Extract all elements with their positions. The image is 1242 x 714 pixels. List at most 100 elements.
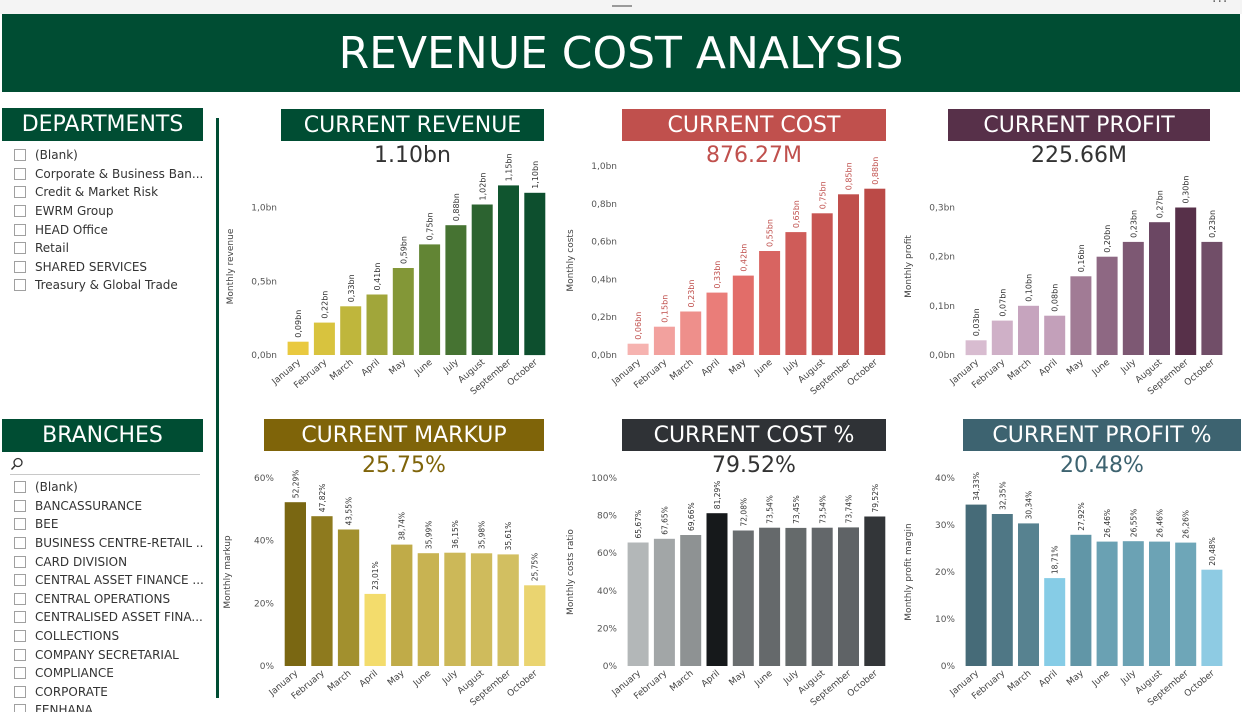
branch-item-label: CENTRAL OPERATIONS [35,591,171,606]
cost-card-title: CURRENT COST [622,109,886,141]
checkbox[interactable] [14,574,26,587]
branch-item[interactable]: CENTRALISED ASSET FINA... [14,608,204,627]
bar [785,527,807,666]
data-label: 32,35% [998,481,1007,510]
departments-slicer-list: (Blank) Corporate & Business Ban... Credit… [14,146,204,295]
y-tick-label: 30% [935,521,955,531]
x-tick-label: June [411,668,434,689]
department-item[interactable]: Credit & Market Risk [14,183,204,202]
data-label: 26,26% [1182,510,1191,539]
x-tick-label: June [752,668,775,689]
checkbox[interactable] [14,537,26,550]
checkbox[interactable] [14,205,26,218]
bar [391,544,413,666]
department-item[interactable]: HEAD Office [14,220,204,239]
checkbox[interactable] [14,242,26,255]
cost-chart[interactable]: Monthly costs 0,0bn 0,2bn 0,4bn 0,6bn 0,8bn 1,… [562,157,900,397]
bar [498,185,519,355]
checkbox[interactable] [14,592,26,605]
branch-item-label: FENHANA [35,703,93,712]
y-tick-label: 100% [591,474,617,484]
branch-item[interactable]: CARD DIVISION [14,552,204,571]
bar [838,194,859,355]
checkbox[interactable] [14,149,26,162]
department-item[interactable]: Retail [14,239,204,258]
data-label: 0,59bn [399,236,408,264]
bar [991,320,1013,355]
markup-kpi: 25.75% [362,453,446,478]
bar [1096,256,1118,355]
checkbox[interactable] [14,481,26,494]
branch-item[interactable]: CENTRAL OPERATIONS [14,590,204,609]
x-tick-label: May [1065,357,1086,377]
data-label: 0,85bn [845,162,854,190]
profit-chart[interactable]: Monthly profit 0,0bn 0,1bn 0,2bn 0,3bn 0,03bn… [903,160,1238,397]
department-item-label: HEAD Office [35,222,108,237]
data-label: 1,15bn [505,153,514,181]
department-item[interactable]: Treasury & Global Trade [14,276,204,295]
checkbox[interactable] [14,667,26,680]
data-label: 26,46% [1103,509,1112,538]
branch-item[interactable]: CORPORATE [14,683,204,702]
x-tick-label: April [1037,669,1059,690]
y-tick-label: 60% [254,474,274,484]
checkbox[interactable] [14,279,26,292]
bar [524,192,546,356]
data-label: 52,29% [291,470,300,499]
checkbox[interactable] [14,186,26,199]
department-item[interactable]: Corporate & Business Ban... [14,165,204,184]
y-tick-label: 0,1bn [929,302,955,312]
checkbox[interactable] [14,685,26,698]
branch-item[interactable]: COLLECTIONS [14,627,204,646]
checkbox[interactable] [14,648,26,661]
data-label: 0,65bn [792,200,801,228]
bar [653,326,675,355]
checkbox[interactable] [14,223,26,236]
data-label: 0,06bn [634,312,643,340]
department-item[interactable]: SHARED SERVICES [14,258,204,277]
x-tick-label: May [728,357,749,377]
y-tick-label: 0,3bn [929,204,955,214]
checkbox[interactable] [14,555,26,568]
x-tick-label: May [1065,668,1086,688]
department-item[interactable]: (Blank) [14,146,204,165]
y-tick-label: 0,0bn [591,351,617,361]
y-tick-label: 0,2bn [591,313,617,323]
data-label: 0,09bn [294,310,303,338]
revenue-chart[interactable]: Monthly revenue0,0bn0,5bn1,0bn0,09bnJanu… [220,153,560,397]
branch-item-label: CENTRALISED ASSET FINA... [35,610,203,625]
branch-item[interactable]: BANCASSURANCE [14,497,204,516]
bar [627,343,649,355]
more-options-icon[interactable]: ··· [1212,0,1229,10]
branch-item[interactable]: (Blank) [14,478,204,497]
checkbox[interactable] [14,167,26,180]
profit-pct-chart[interactable]: Monthly profit margin 0% 10% 20% 30% 40% 34,33… [903,470,1238,710]
branch-item[interactable]: CENTRAL ASSET FINANCE ... [14,571,204,590]
data-label: 0,15bn [660,295,669,323]
data-label: 65,67% [634,510,643,539]
data-label: 79,52% [871,484,880,513]
cost-pct-chart[interactable]: Monthly costs ratio 0% 20% 40% 60% 80% 100% 65,… [562,470,900,710]
branch-item[interactable]: COMPLIANCE [14,664,204,683]
window-top-strip [0,0,1242,14]
branch-item[interactable]: COMPANY SECRETARIAL [14,645,204,664]
bar [445,225,467,355]
checkbox[interactable] [14,611,26,624]
profit-pct-card-title: CURRENT PROFIT % [963,419,1241,451]
checkbox[interactable] [14,704,26,712]
branch-item[interactable]: BEE [14,515,204,534]
checkbox[interactable] [14,518,26,531]
bar [706,513,728,666]
branch-item[interactable]: BUSINESS CENTRE-RETAIL ... [14,534,204,553]
checkbox[interactable] [14,630,26,643]
department-item[interactable]: EWRM Group [14,202,204,221]
y-tick-label: 20% [597,624,617,634]
branches-search-field[interactable] [10,456,200,475]
drag-handle-icon[interactable] [612,5,632,7]
x-tick-label: October [506,668,540,699]
bar [311,516,333,666]
checkbox[interactable] [14,499,26,512]
checkbox[interactable] [14,260,26,273]
branch-item[interactable]: FENHANA [14,701,204,712]
